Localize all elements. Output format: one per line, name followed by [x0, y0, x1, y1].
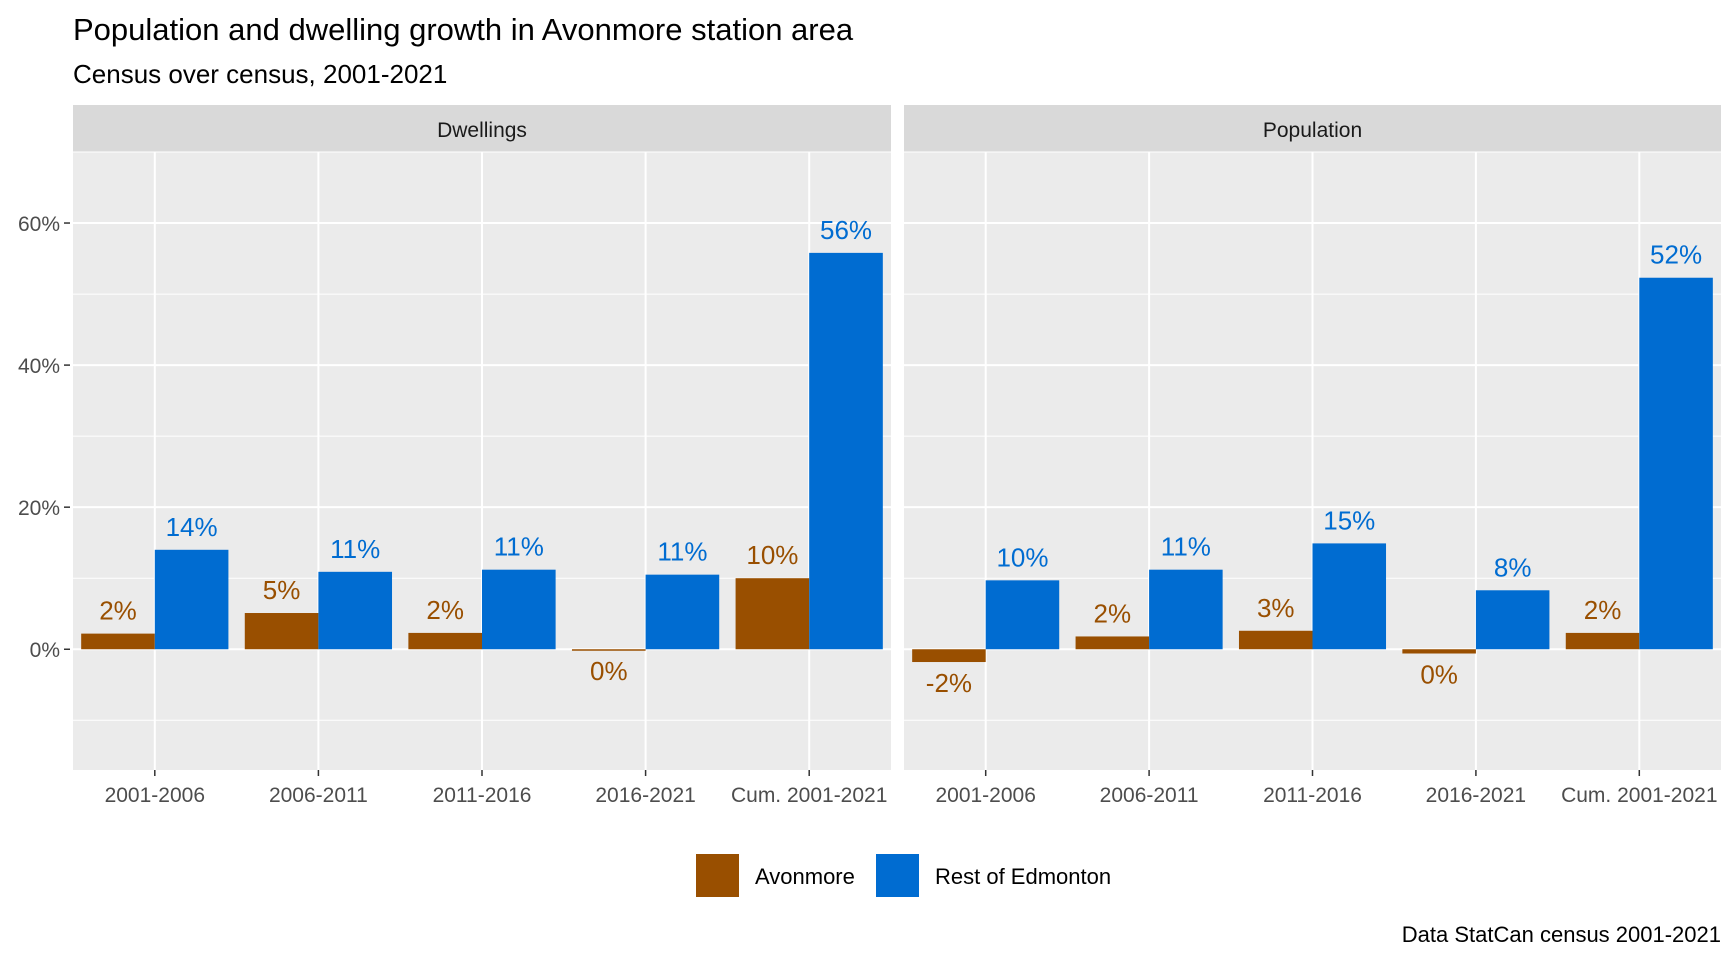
- chart-subtitle: Census over census, 2001-2021: [73, 59, 448, 89]
- bar-rest-of-edmonton: [1475, 590, 1550, 650]
- data-label: 15%: [1323, 505, 1375, 535]
- bar-avonmore: [735, 578, 810, 650]
- bar-rest-of-edmonton: [809, 252, 883, 650]
- x-tick-label: 2001-2006: [935, 784, 1035, 807]
- facet-label: Population: [1263, 119, 1362, 142]
- bar-rest-of-edmonton: [1149, 569, 1223, 650]
- y-tick-label: 0%: [30, 639, 60, 662]
- x-tick-label: 2006-2011: [1100, 784, 1199, 807]
- y-tick-label: 20%: [18, 497, 60, 520]
- x-tick-label: 2016-2021: [1426, 784, 1526, 807]
- chart-title: Population and dwelling growth in Avonmo…: [73, 12, 854, 47]
- bar-rest-of-edmonton: [645, 574, 720, 650]
- data-label: 10%: [746, 540, 798, 570]
- bar-rest-of-edmonton: [482, 569, 556, 650]
- y-tick-label: 60%: [18, 213, 60, 236]
- bar-avonmore: [912, 649, 986, 663]
- chart-caption: Data StatCan census 2001-2021: [1401, 922, 1721, 947]
- data-label: 0%: [1420, 660, 1458, 690]
- x-tick-label: 2016-2021: [595, 784, 695, 807]
- y-tick-label: 40%: [18, 355, 60, 378]
- facet-strip: [904, 105, 1721, 152]
- data-label: 2%: [1094, 598, 1132, 628]
- data-label: 3%: [1257, 593, 1295, 623]
- legend-key: [696, 854, 739, 897]
- data-label: 11%: [657, 537, 707, 567]
- data-label: 14%: [166, 512, 218, 542]
- legend-key: [876, 854, 919, 897]
- data-label: -2%: [926, 668, 972, 698]
- bar-avonmore: [571, 649, 646, 651]
- data-label: 10%: [996, 542, 1048, 572]
- data-label: 11%: [330, 534, 380, 564]
- x-tick-label: Cum. 2001-2021: [731, 784, 887, 807]
- facet-strip: [73, 105, 891, 152]
- data-label: 52%: [1650, 240, 1702, 270]
- data-label: 0%: [590, 656, 628, 686]
- legend-label: Avonmore: [755, 864, 855, 889]
- data-label: 56%: [820, 215, 872, 245]
- facet-label: Dwellings: [437, 119, 527, 142]
- bar-rest-of-edmonton: [1639, 277, 1713, 650]
- bar-rest-of-edmonton: [985, 580, 1060, 650]
- bar-avonmore: [81, 633, 155, 650]
- data-label: 11%: [494, 532, 544, 562]
- bar-rest-of-edmonton: [318, 571, 393, 650]
- data-label: 2%: [1584, 595, 1622, 625]
- data-label: 5%: [263, 575, 301, 605]
- bar-avonmore: [1402, 649, 1476, 654]
- bar-avonmore: [1238, 630, 1313, 650]
- bar-avonmore: [1565, 632, 1640, 650]
- data-label: 2%: [426, 595, 464, 625]
- bar-avonmore: [244, 613, 319, 650]
- bar-avonmore: [1075, 636, 1150, 650]
- data-label: 8%: [1494, 552, 1532, 582]
- data-label: 2%: [99, 596, 137, 626]
- bar-rest-of-edmonton: [154, 549, 229, 650]
- x-tick-label: 2011-2016: [1263, 784, 1362, 807]
- x-tick-label: 2011-2016: [433, 784, 532, 807]
- bar-rest-of-edmonton: [1312, 543, 1387, 650]
- data-label: 11%: [1161, 532, 1211, 562]
- x-tick-label: 2001-2006: [105, 784, 205, 807]
- x-tick-label: 2006-2011: [269, 784, 368, 807]
- x-tick-label: Cum. 2001-2021: [1561, 784, 1717, 807]
- legend-label: Rest of Edmonton: [935, 864, 1111, 889]
- bar-avonmore: [408, 632, 482, 650]
